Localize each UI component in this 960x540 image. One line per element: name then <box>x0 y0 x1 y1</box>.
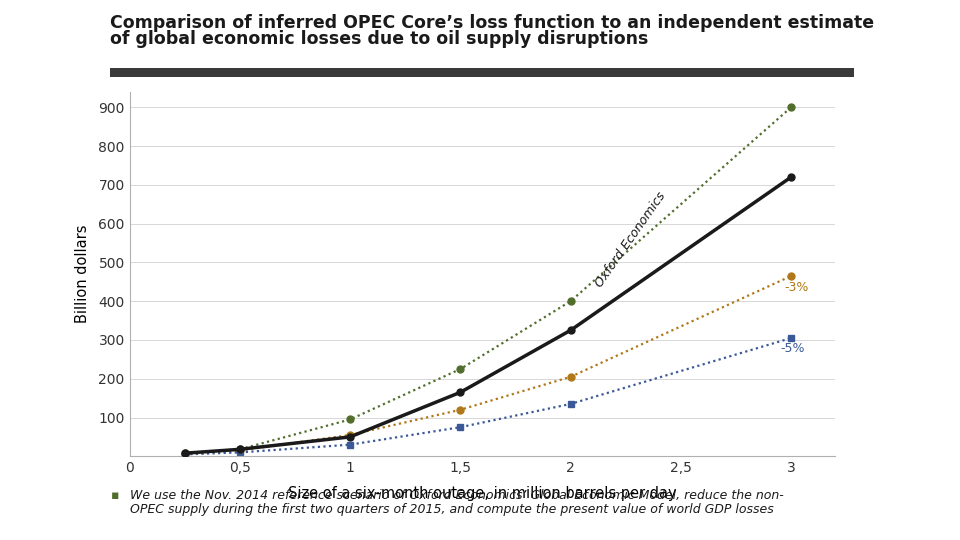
Text: -5%: -5% <box>780 342 804 355</box>
Text: Oxford Economics: Oxford Economics <box>593 190 668 289</box>
Text: OPEC supply during the first two quarters of 2015, and compute the present value: OPEC supply during the first two quarter… <box>130 503 774 516</box>
Text: -3%: -3% <box>784 281 809 294</box>
Y-axis label: Billion dollars: Billion dollars <box>75 225 90 323</box>
Text: We use the Nov. 2014 reference scenario of Oxford Economics’ Global Economic Mod: We use the Nov. 2014 reference scenario … <box>130 489 783 502</box>
Text: Comparison of inferred OPEC Core’s loss function to an independent estimate: Comparison of inferred OPEC Core’s loss … <box>110 14 875 31</box>
Text: ▪: ▪ <box>110 489 119 502</box>
X-axis label: Size of a six-month outage, in million barrels per day: Size of a six-month outage, in million b… <box>288 487 677 501</box>
Text: of global economic losses due to oil supply disruptions: of global economic losses due to oil sup… <box>110 30 649 48</box>
